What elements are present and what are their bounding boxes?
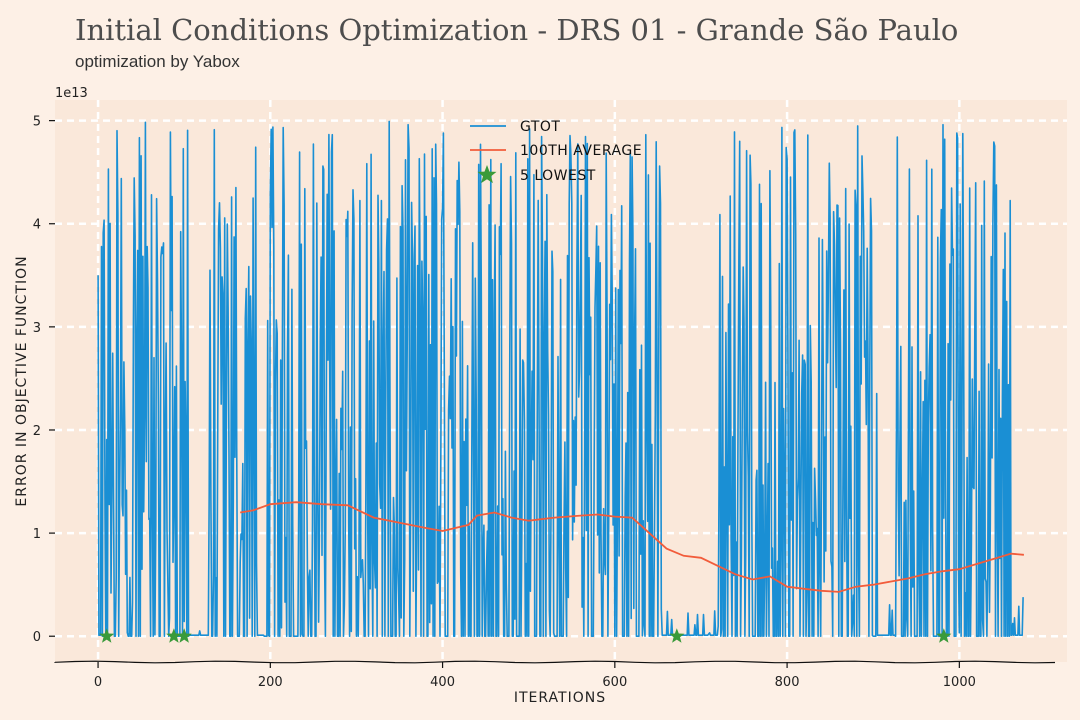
series-5-lowest xyxy=(99,628,952,643)
y-tick-label: 2 xyxy=(33,424,41,439)
x-axis-label: Iterations xyxy=(514,690,606,706)
x-tick-label: 200 xyxy=(258,675,283,690)
x-tick-label: 0 xyxy=(94,675,102,690)
legend-average-label: 100th average xyxy=(520,143,642,159)
x-tick-label: 600 xyxy=(602,675,627,690)
legend: Gtot 100th average 5 Lowest xyxy=(470,119,642,184)
y-axis: 0 1 2 3 4 5 xyxy=(33,115,55,645)
lowest-point-marker xyxy=(669,628,685,643)
x-axis-line xyxy=(54,660,1056,664)
average-line xyxy=(240,501,1024,593)
y-scale-label: 1e13 xyxy=(55,86,88,101)
lowest-point-marker xyxy=(166,628,182,643)
x-axis: 0 200 400 600 800 1000 xyxy=(94,662,976,690)
y-axis-label: Error in Objective Function xyxy=(14,255,30,506)
y-tick-label: 3 xyxy=(33,321,41,336)
y-tick-label: 4 xyxy=(33,218,41,233)
gtot-line xyxy=(97,120,1024,638)
x-tick-label: 1000 xyxy=(943,675,976,690)
legend-lowest-star-icon xyxy=(477,165,497,184)
series-100th-average xyxy=(240,501,1024,593)
legend-gtot-label: Gtot xyxy=(520,119,560,135)
lowest-point-marker xyxy=(936,628,952,643)
lowest-point-marker xyxy=(176,628,192,643)
x-tick-label: 800 xyxy=(775,675,800,690)
chart-subtitle: optimization by Yabox xyxy=(75,52,240,71)
y-tick-label: 1 xyxy=(33,527,41,542)
chart-title: Initial Conditions Optimization - DRS 01… xyxy=(75,13,958,47)
y-tick-label: 5 xyxy=(33,115,41,130)
legend-lowest-label: 5 Lowest xyxy=(520,168,596,184)
x-tick-label: 400 xyxy=(430,675,455,690)
lowest-point-marker xyxy=(99,628,115,643)
series-gtot xyxy=(97,120,1024,638)
y-tick-label: 0 xyxy=(33,630,41,645)
